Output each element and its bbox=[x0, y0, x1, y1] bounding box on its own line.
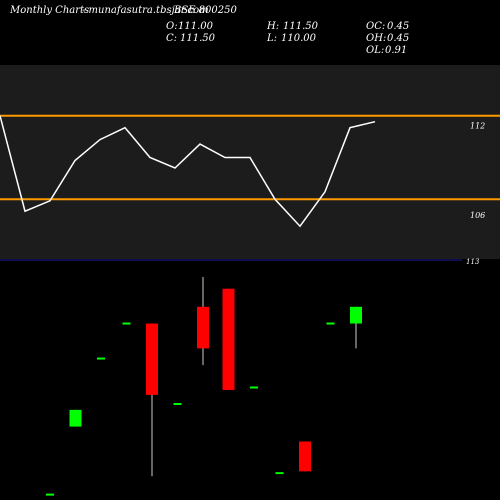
symbol-label: BSE 800250 bbox=[174, 5, 237, 16]
open-label: O: bbox=[166, 21, 178, 32]
oc-value: 0.45 bbox=[387, 21, 410, 32]
ol-label: OL: bbox=[366, 45, 385, 56]
candle-body-10 bbox=[275, 472, 284, 475]
line-y-tick-2: 106 bbox=[470, 211, 485, 220]
brand-label: Monthly Charts bbox=[10, 5, 90, 16]
candle-body-2 bbox=[69, 409, 82, 427]
high-value: 111.50 bbox=[283, 21, 318, 32]
close-value: 111.50 bbox=[180, 33, 215, 44]
candle-body-6 bbox=[173, 402, 182, 405]
low-label: L: bbox=[267, 33, 278, 44]
candle-body-5 bbox=[146, 323, 158, 395]
candle-body-1 bbox=[46, 493, 54, 496]
candle-body-3 bbox=[97, 357, 105, 360]
candle-body-11 bbox=[299, 441, 311, 472]
site-label: - munafasutra.tbsjar.com bbox=[82, 5, 209, 16]
line-panel-background bbox=[0, 65, 500, 259]
candle-y-tick: 113 bbox=[466, 258, 480, 266]
ol-value: 0.91 bbox=[385, 45, 408, 56]
high-label: H: bbox=[267, 21, 280, 32]
close-label: C: bbox=[166, 33, 178, 44]
price-line bbox=[0, 115, 376, 228]
line-y-tick-1: 112 bbox=[470, 122, 485, 131]
candle-body-7 bbox=[197, 306, 209, 349]
low-value: 110.00 bbox=[281, 33, 316, 44]
open-value: 111.00 bbox=[178, 21, 213, 32]
oh-value: 0.45 bbox=[387, 33, 410, 44]
candle-body-13 bbox=[350, 306, 362, 324]
oh-label: OH: bbox=[366, 33, 387, 44]
candle-body-12 bbox=[326, 322, 335, 325]
candle-body-9 bbox=[250, 386, 258, 389]
oc-label: OC: bbox=[366, 21, 386, 32]
candle-body-8 bbox=[222, 288, 235, 390]
candle-body-4 bbox=[122, 322, 131, 325]
